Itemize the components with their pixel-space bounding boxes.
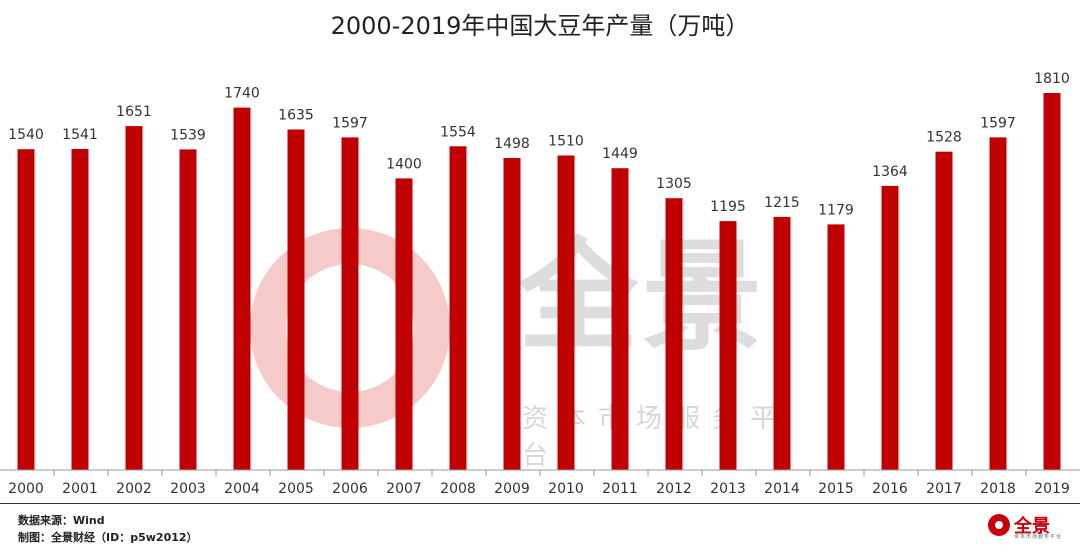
data-label-2011: 1449 xyxy=(602,146,638,162)
bar-2000 xyxy=(17,149,35,470)
x-tick-label-2009: 2009 xyxy=(494,481,530,497)
x-tick-label-2001: 2001 xyxy=(62,481,98,497)
data-label-2004: 1740 xyxy=(224,86,260,102)
bar-2010 xyxy=(557,155,575,470)
bar-2019 xyxy=(1043,93,1061,470)
bar-2012 xyxy=(665,198,683,470)
bars-layer xyxy=(17,93,1061,471)
x-tick-label-2004: 2004 xyxy=(224,481,260,497)
footer-maker: 制图：全景财经（ID：p5w2012） xyxy=(18,531,198,544)
bar-2009 xyxy=(503,158,521,470)
data-label-2018: 1597 xyxy=(980,115,1016,131)
bar-2006 xyxy=(341,137,359,470)
data-label-2010: 1510 xyxy=(548,134,584,150)
data-label-2013: 1195 xyxy=(710,199,746,215)
footer-divider xyxy=(0,503,1080,504)
data-label-2000: 1540 xyxy=(8,127,44,143)
data-label-2008: 1554 xyxy=(440,124,476,140)
brand-logo-icon xyxy=(988,514,1010,536)
x-tick-label-2003: 2003 xyxy=(170,481,206,497)
bar-2004 xyxy=(233,107,251,470)
x-tick-label-2006: 2006 xyxy=(332,481,368,497)
bar-2014 xyxy=(773,216,791,470)
bar-2007 xyxy=(395,178,413,470)
data-label-2009: 1498 xyxy=(494,136,530,152)
data-label-2002: 1651 xyxy=(116,104,152,120)
data-label-2007: 1400 xyxy=(386,156,422,172)
bar-2015 xyxy=(827,224,845,470)
bar-2016 xyxy=(881,185,899,470)
bar-2018 xyxy=(989,137,1007,470)
data-label-2016: 1364 xyxy=(872,164,908,180)
x-tick-label-2019: 2019 xyxy=(1034,481,1070,497)
x-tick-label-2002: 2002 xyxy=(116,481,152,497)
bar-2008 xyxy=(449,146,467,471)
x-tick-label-2017: 2017 xyxy=(926,481,962,497)
data-label-2017: 1528 xyxy=(926,130,962,146)
x-tick-label-2018: 2018 xyxy=(980,481,1016,497)
x-tick-label-2014: 2014 xyxy=(764,481,800,497)
footer-source: 数据来源：Wind xyxy=(18,514,105,527)
x-tick-label-2013: 2013 xyxy=(710,481,746,497)
x-tick-label-2005: 2005 xyxy=(278,481,314,497)
data-label-2019: 1810 xyxy=(1034,71,1070,87)
brand-logo-name: 全景 xyxy=(1014,516,1050,537)
x-tick-label-2016: 2016 xyxy=(872,481,908,497)
bar-2005 xyxy=(287,129,305,470)
data-label-2003: 1539 xyxy=(170,127,206,143)
chart-title: 2000-2019年中国大豆年产量（万吨） xyxy=(330,12,750,40)
x-tick-label-2010: 2010 xyxy=(548,481,584,497)
brand-logo: 全景 资本市场服务平台 xyxy=(988,512,1070,540)
labels-layer: 1540 1541 1651 1539 1740 1635 1597 1400 1554 1498… xyxy=(8,71,1070,218)
x-tick-label-2008: 2008 xyxy=(440,481,476,497)
bar-2001 xyxy=(71,149,89,470)
bar-2011 xyxy=(611,168,629,470)
bar-2002 xyxy=(125,126,143,470)
data-label-2014: 1215 xyxy=(764,195,800,211)
x-tick-label-2012: 2012 xyxy=(656,481,692,497)
bar-2003 xyxy=(179,149,197,470)
bar-chart: 2000 2001 2002 2003 2004 2005 2006 2007 2008 2009… xyxy=(0,71,1080,497)
bar-2017 xyxy=(935,151,953,470)
bar-2013 xyxy=(719,221,737,470)
x-axis-ticks: 2000 2001 2002 2003 2004 2005 2006 2007 2008 2009… xyxy=(8,470,1070,497)
data-label-2012: 1305 xyxy=(656,176,692,192)
x-tick-label-2007: 2007 xyxy=(386,481,422,497)
x-tick-label-2015: 2015 xyxy=(818,481,854,497)
x-tick-label-2011: 2011 xyxy=(602,481,638,497)
x-tick-label-2000: 2000 xyxy=(8,481,44,497)
data-label-2015: 1179 xyxy=(818,202,854,218)
brand-logo-subtitle: 资本市场服务平台 xyxy=(1014,534,1063,540)
data-label-2006: 1597 xyxy=(332,115,368,131)
data-label-2005: 1635 xyxy=(278,108,314,124)
data-label-2001: 1541 xyxy=(62,127,98,143)
